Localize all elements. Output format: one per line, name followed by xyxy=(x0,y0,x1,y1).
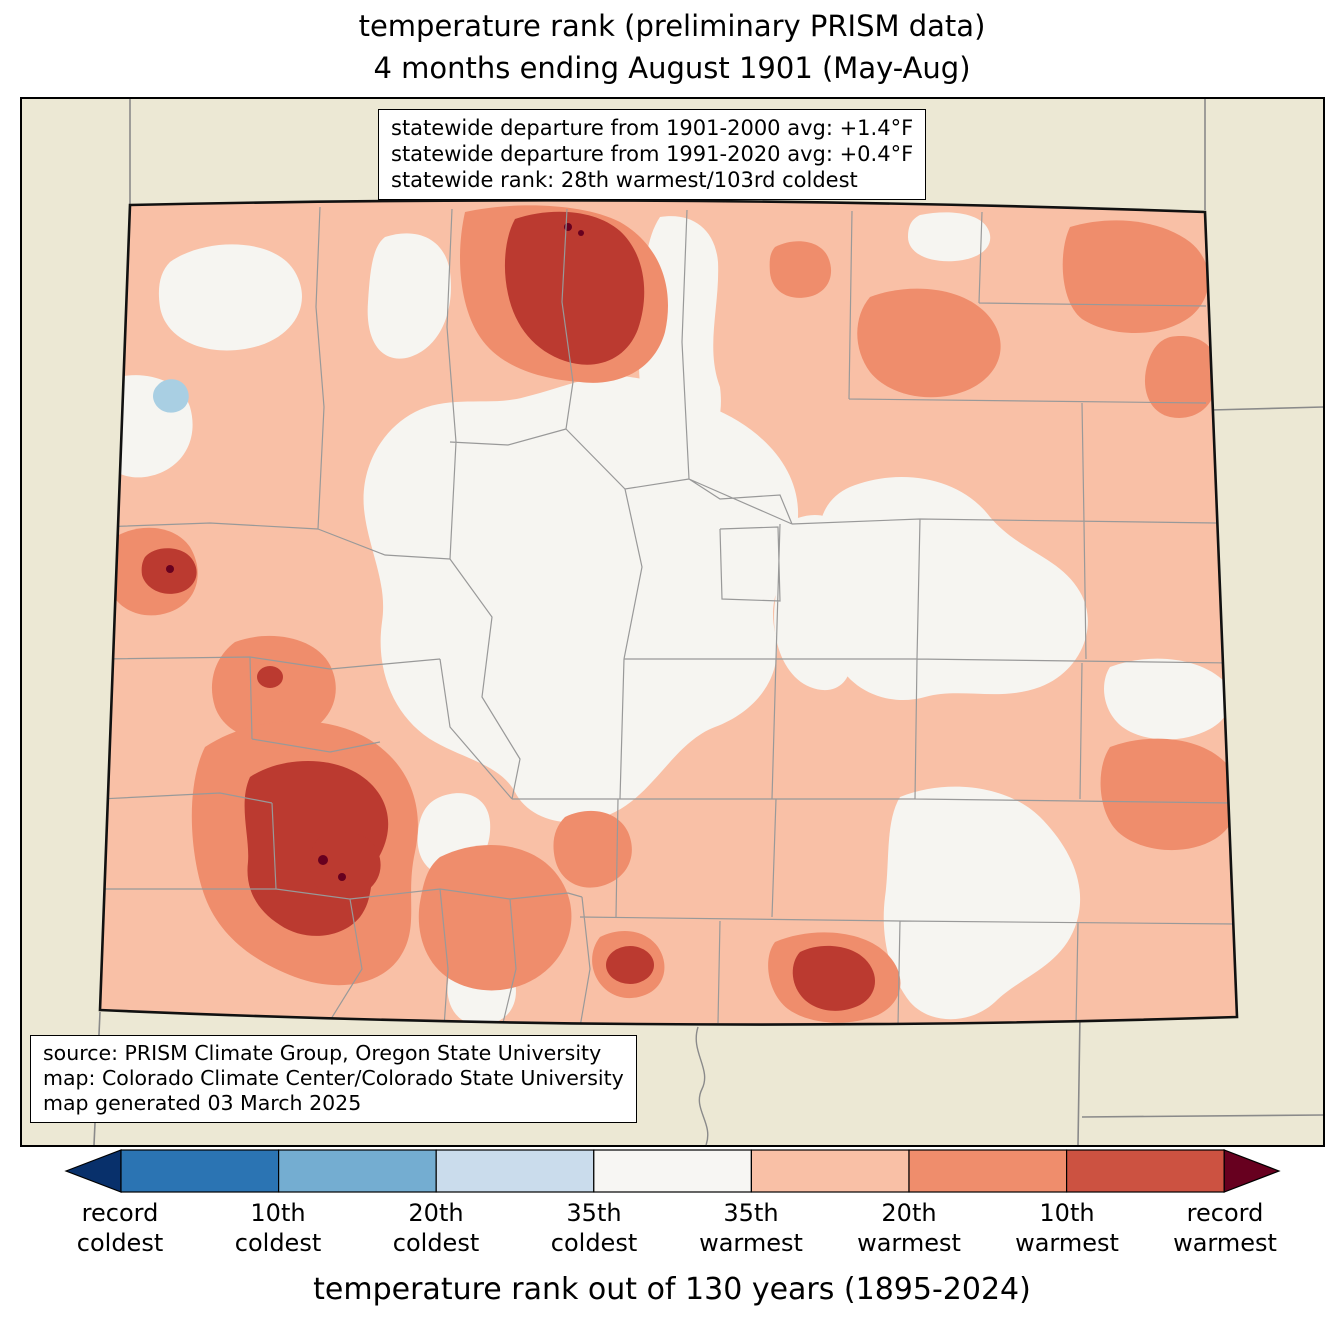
colorbar-segment-10th-warmest xyxy=(1065,1149,1225,1193)
stats-line-departure-1991-2020: statewide departure from 1991-2020 avg: … xyxy=(391,142,914,166)
rank-regions xyxy=(100,205,1237,1025)
colorbar-label-record-coldest: record coldest xyxy=(76,1199,164,1257)
lake-region xyxy=(153,379,189,413)
colorbar-segment-near-normal xyxy=(593,1149,752,1193)
colorbar-label-20th-warmest: 20th warmest xyxy=(857,1199,961,1257)
colorbar-segment-35th-warmest xyxy=(750,1149,910,1193)
figure-title-line2: 4 months ending August 1901 (May-Aug) xyxy=(373,51,971,85)
record-coldest-arrow xyxy=(64,1149,122,1193)
map-credit-line: map: Colorado Climate Center/Colorado St… xyxy=(43,1066,624,1090)
record-warmest-arrow xyxy=(1223,1149,1281,1193)
neighbor-state-borders xyxy=(93,99,1324,1146)
statewide-stats-box: statewide departure from 1901-2000 avg: … xyxy=(378,109,927,200)
colorbar-axis-label: temperature rank out of 130 years (1895-… xyxy=(313,1272,1031,1307)
colorbar-segment-35th-coldest xyxy=(435,1149,595,1193)
colorbar-segment-20th-coldest xyxy=(278,1149,437,1193)
source-line: source: PRISM Climate Group, Oregon Stat… xyxy=(43,1041,602,1065)
county-borders xyxy=(100,206,1236,1025)
colorbar-label-10th-coldest: 10th coldest xyxy=(234,1199,322,1257)
river-line xyxy=(695,1026,709,1146)
state-border xyxy=(98,199,1239,1026)
colorbar-label-20th-coldest: 20th coldest xyxy=(392,1199,480,1257)
colorbar-label-35th-warmest: 35th warmest xyxy=(699,1199,803,1257)
colorbar: record coldest 10th coldest 20th coldest… xyxy=(0,1148,1344,1332)
stats-line-rank: statewide rank: 28th warmest/103rd colde… xyxy=(391,168,858,192)
map-frame: statewide departure from 1901-2000 avg: … xyxy=(20,97,1325,1147)
warm-dark-regions xyxy=(141,211,876,1011)
map-svg xyxy=(20,97,1325,1147)
colorbar-segment-10th-coldest xyxy=(120,1149,280,1193)
colorbar-label-10th-warmest: 10th warmest xyxy=(1015,1199,1119,1257)
stats-line-departure-1901-2000: statewide departure from 1901-2000 avg: … xyxy=(391,116,914,140)
colorbar-svg xyxy=(64,1149,1281,1193)
colorbar-label-record-warmest: record warmest xyxy=(1173,1199,1277,1257)
generated-date-line: map generated 03 March 2025 xyxy=(43,1091,362,1115)
figure-title-line1: temperature rank (preliminary PRISM data… xyxy=(358,9,986,43)
colorbar-segment-20th-warmest xyxy=(908,1149,1068,1193)
source-attribution-box: source: PRISM Climate Group, Oregon Stat… xyxy=(30,1035,637,1123)
colorbar-label-35th-coldest: 35th coldest xyxy=(550,1199,638,1257)
